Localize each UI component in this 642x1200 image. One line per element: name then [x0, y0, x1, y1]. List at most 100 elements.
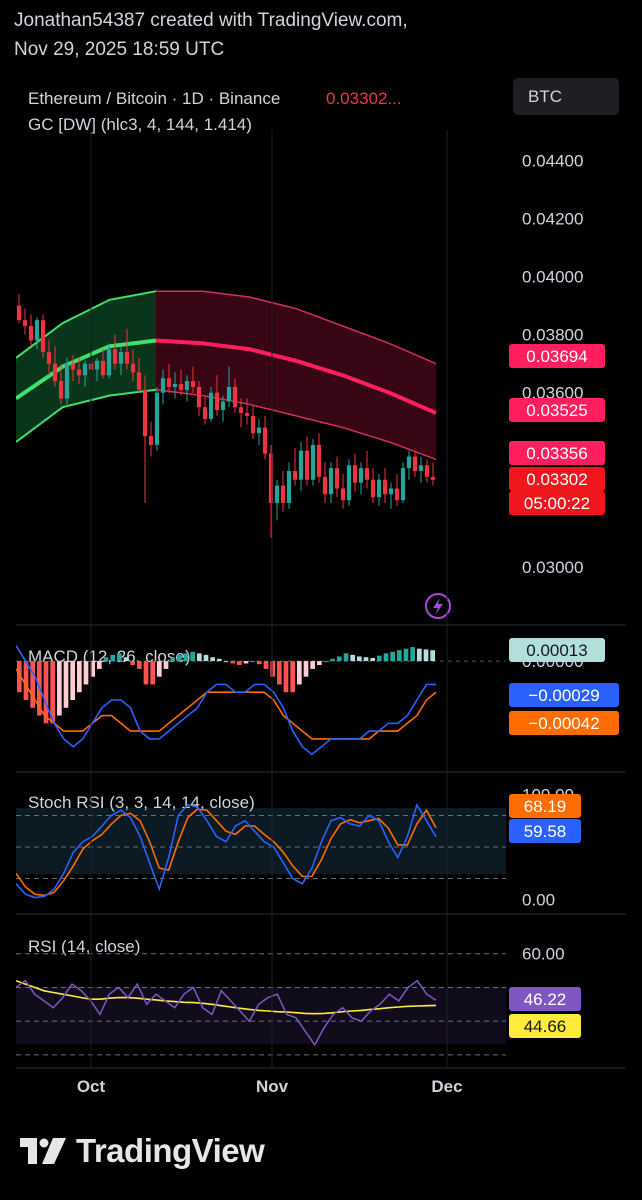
- candle-body: [208, 392, 214, 419]
- price-tag-lower-bg: [509, 441, 605, 465]
- candle-body: [376, 479, 382, 498]
- time-axis: Oct Nov Dec: [77, 130, 463, 1096]
- macd-histogram-bar: [337, 656, 342, 662]
- price-tag-last: 0.03302: [526, 470, 587, 489]
- macd-tag-histogram: 0.00013: [526, 641, 587, 660]
- currency-button[interactable]: [513, 78, 619, 115]
- price-tag-upper: 0.03694: [526, 347, 587, 366]
- macd-histogram-bar: [323, 661, 329, 663]
- candle-body: [112, 349, 118, 364]
- chart-canvas: BTC Ethereum / Bitcoin · 1D · Binance 0.…: [14, 70, 626, 1105]
- macd-histogram-bar: [330, 658, 335, 662]
- candle-body: [346, 465, 352, 501]
- replay-button[interactable]: [425, 593, 451, 619]
- macd-histogram-bar: [263, 661, 269, 669]
- stoch-tag-d: 68.19: [524, 797, 567, 816]
- candle-body: [28, 325, 34, 341]
- macd-histogram-bar: [363, 657, 369, 662]
- macd-histogram-bar: [170, 657, 175, 662]
- macd-histogram-bar: [417, 648, 422, 662]
- price-axis-tick: 0.03600: [522, 384, 583, 403]
- macd-histogram-bar: [183, 653, 189, 662]
- price-tag-countdown: 05:00:22: [524, 494, 590, 513]
- macd-histogram-bar: [123, 657, 129, 662]
- stoch-tag-d-bg: [509, 794, 581, 818]
- macd-histogram-bar: [317, 661, 322, 665]
- candle-body: [82, 363, 88, 376]
- currency-button-label: BTC: [528, 87, 562, 106]
- stoch-axis-tick: 0.00: [522, 891, 555, 910]
- band-upper-green: [15, 290, 157, 359]
- macd-histogram-bar: [310, 661, 315, 669]
- macd-histogram-bar: [57, 661, 62, 716]
- price-tag-countdown-bg: [509, 491, 605, 515]
- macd-histogram-bar: [190, 651, 195, 662]
- candle-body: [94, 360, 100, 370]
- candle-body: [418, 465, 424, 472]
- macd-histogram-bar: [23, 661, 29, 700]
- candle-body: [424, 465, 430, 477]
- macd-histogram-bar: [390, 651, 395, 662]
- macd-histogram-bar: [243, 661, 249, 664]
- macd-histogram-bar: [277, 661, 282, 685]
- stoch-d-line: [15, 808, 437, 897]
- indicator-label-gc: GC [DW] (hlc3, 4, 144, 1.414): [28, 115, 252, 134]
- candle-body: [40, 320, 46, 353]
- macd-histogram-bar: [50, 661, 55, 724]
- candle-body: [214, 392, 220, 411]
- lightning-icon: [433, 598, 443, 615]
- candle-body: [358, 468, 364, 483]
- macd-histogram-bar: [90, 661, 95, 677]
- macd-signal-line: [15, 668, 437, 740]
- rsi-axis-tick: 60.00: [522, 945, 565, 964]
- price-tag-last-bg: [509, 467, 605, 491]
- macd-histogram-bar: [103, 657, 109, 662]
- lightning-icon-ring: [425, 593, 451, 619]
- band-lower-green: [15, 388, 157, 443]
- header-timestamp: Nov 29, 2025 18:59 UTC: [14, 39, 225, 60]
- candle-body: [370, 479, 376, 498]
- candle-body: [34, 320, 40, 341]
- macd-histogram-bar: [370, 658, 375, 662]
- macd-histogram-bar: [250, 661, 255, 663]
- candles: [16, 294, 436, 538]
- candle-body: [52, 363, 58, 382]
- rsi-title: RSI (14, close): [28, 937, 140, 956]
- macd-histogram-bar: [43, 661, 49, 724]
- time-axis-tick: Oct: [77, 1077, 106, 1096]
- macd-line: [15, 645, 436, 756]
- candle-body: [334, 468, 340, 489]
- rsi-pane: [15, 953, 506, 1056]
- candle-body: [136, 372, 142, 390]
- candle-body: [352, 465, 358, 483]
- candle-body: [148, 436, 154, 445]
- rsi-band-fill: [16, 987, 506, 1044]
- candle-body: [196, 386, 202, 408]
- macd-histogram-bar: [403, 648, 409, 662]
- candle-body: [172, 384, 178, 387]
- macd-histogram-bar: [430, 650, 435, 662]
- candle-body: [250, 415, 256, 434]
- tradingview-wordmark: TradingView: [76, 1132, 265, 1169]
- candle-body: [322, 476, 328, 495]
- share-header: Jonathan54387 created with TradingView.c…: [14, 6, 408, 64]
- macd-histogram-bar: [77, 661, 82, 693]
- macd-histogram-bar: [350, 654, 355, 662]
- rsi-tag-ma: 44.66: [524, 1017, 567, 1036]
- stoch-title: Stoch RSI (3, 3, 14, 14, close): [28, 793, 255, 812]
- candle-body: [154, 392, 160, 445]
- candle-body: [202, 407, 208, 419]
- candle-body: [364, 468, 370, 480]
- candle-body: [328, 468, 334, 495]
- macd-histogram-bar: [223, 661, 229, 663]
- stoch-k-line: [15, 802, 437, 899]
- chart-background: [16, 70, 626, 1105]
- macd-histogram-bar: [397, 650, 402, 662]
- chart-card: BTC Ethereum / Bitcoin · 1D · Binance 0.…: [14, 70, 626, 1105]
- price-axis-tick: 0.04400: [522, 152, 583, 171]
- rsi-tag-ma-bg: [509, 1014, 581, 1038]
- candle-body: [304, 450, 310, 480]
- candle-body: [256, 427, 262, 434]
- candle-body: [280, 485, 286, 503]
- macd-histogram-bar: [423, 649, 429, 662]
